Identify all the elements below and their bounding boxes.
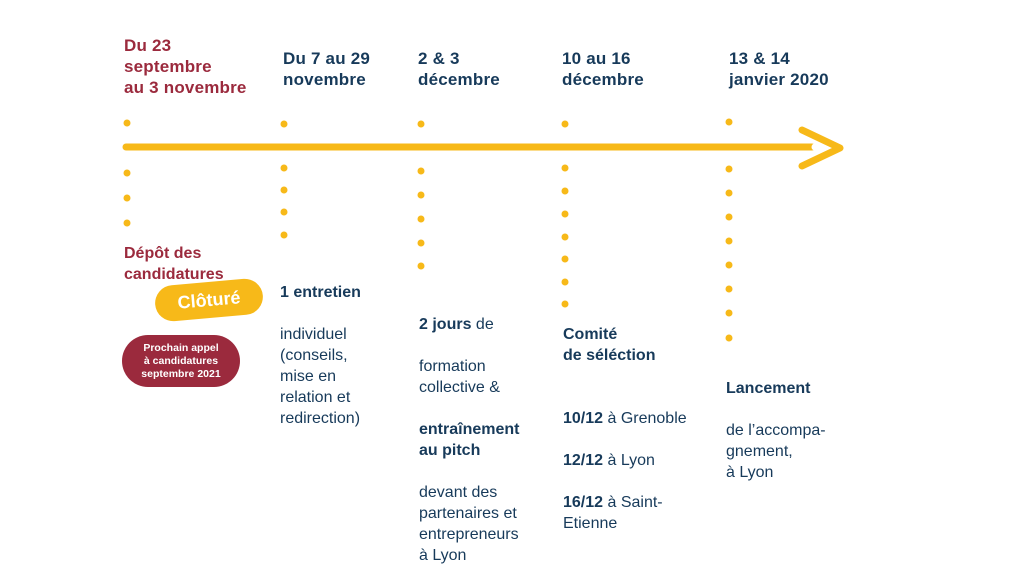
step3-text-devant: devant des partenaires et entrepreneurs … (419, 484, 519, 564)
step5-description: Lancement de l’accompa- gnement, à Lyon (726, 357, 876, 504)
step4-date: 10 au 16 décembre (562, 49, 644, 89)
step5-text: de l’accompa- gnement, à Lyon (726, 422, 826, 481)
list-item: 12/12 à Lyon (563, 452, 655, 469)
step3-description: 2 jours de formation collective & entraî… (419, 293, 569, 587)
step5-date: 13 & 14 janvier 2020 (729, 49, 829, 89)
timeline-diagram: Du 23 septembre au 3 novembre Dépôt des … (122, 36, 876, 564)
step3-bold-pitch: entraînement au pitch (419, 421, 520, 459)
step2-description: 1 entretien individuel (conseils, mise e… (280, 261, 361, 450)
next-call-pill: Prochain appel à candidatures septembre … (122, 335, 240, 387)
step4-dates-list: 10/12 à Grenoble 12/12 à Lyon 16/12 à Sa… (563, 387, 713, 555)
step3-date: 2 & 3 décembre (418, 49, 500, 89)
timeline-dots (123, 118, 733, 342)
timeline-arrowhead (798, 126, 844, 170)
timeline-graphic (122, 118, 844, 342)
step2-bold: 1 entretien (280, 284, 361, 301)
step4-title: Comité de séléction (563, 326, 656, 364)
step3-text-de: de (471, 316, 494, 333)
list-item: 10/12 à Grenoble (563, 410, 687, 427)
step1-title: Dépôt des candidatures (124, 245, 224, 283)
step3-bold-days: 2 jours (419, 316, 472, 333)
list-item: 16/12 à Saint- Etienne (563, 494, 663, 532)
step3-text-formation: formation collective & (419, 358, 500, 396)
step2-date: Du 7 au 29 novembre (283, 49, 371, 89)
arrow-dot (811, 143, 819, 151)
step2-text: individuel (conseils, mise en relation e… (280, 326, 361, 427)
step5-title: Lancement (726, 380, 811, 397)
step1-date: Du 23 septembre au 3 novembre (124, 36, 247, 97)
